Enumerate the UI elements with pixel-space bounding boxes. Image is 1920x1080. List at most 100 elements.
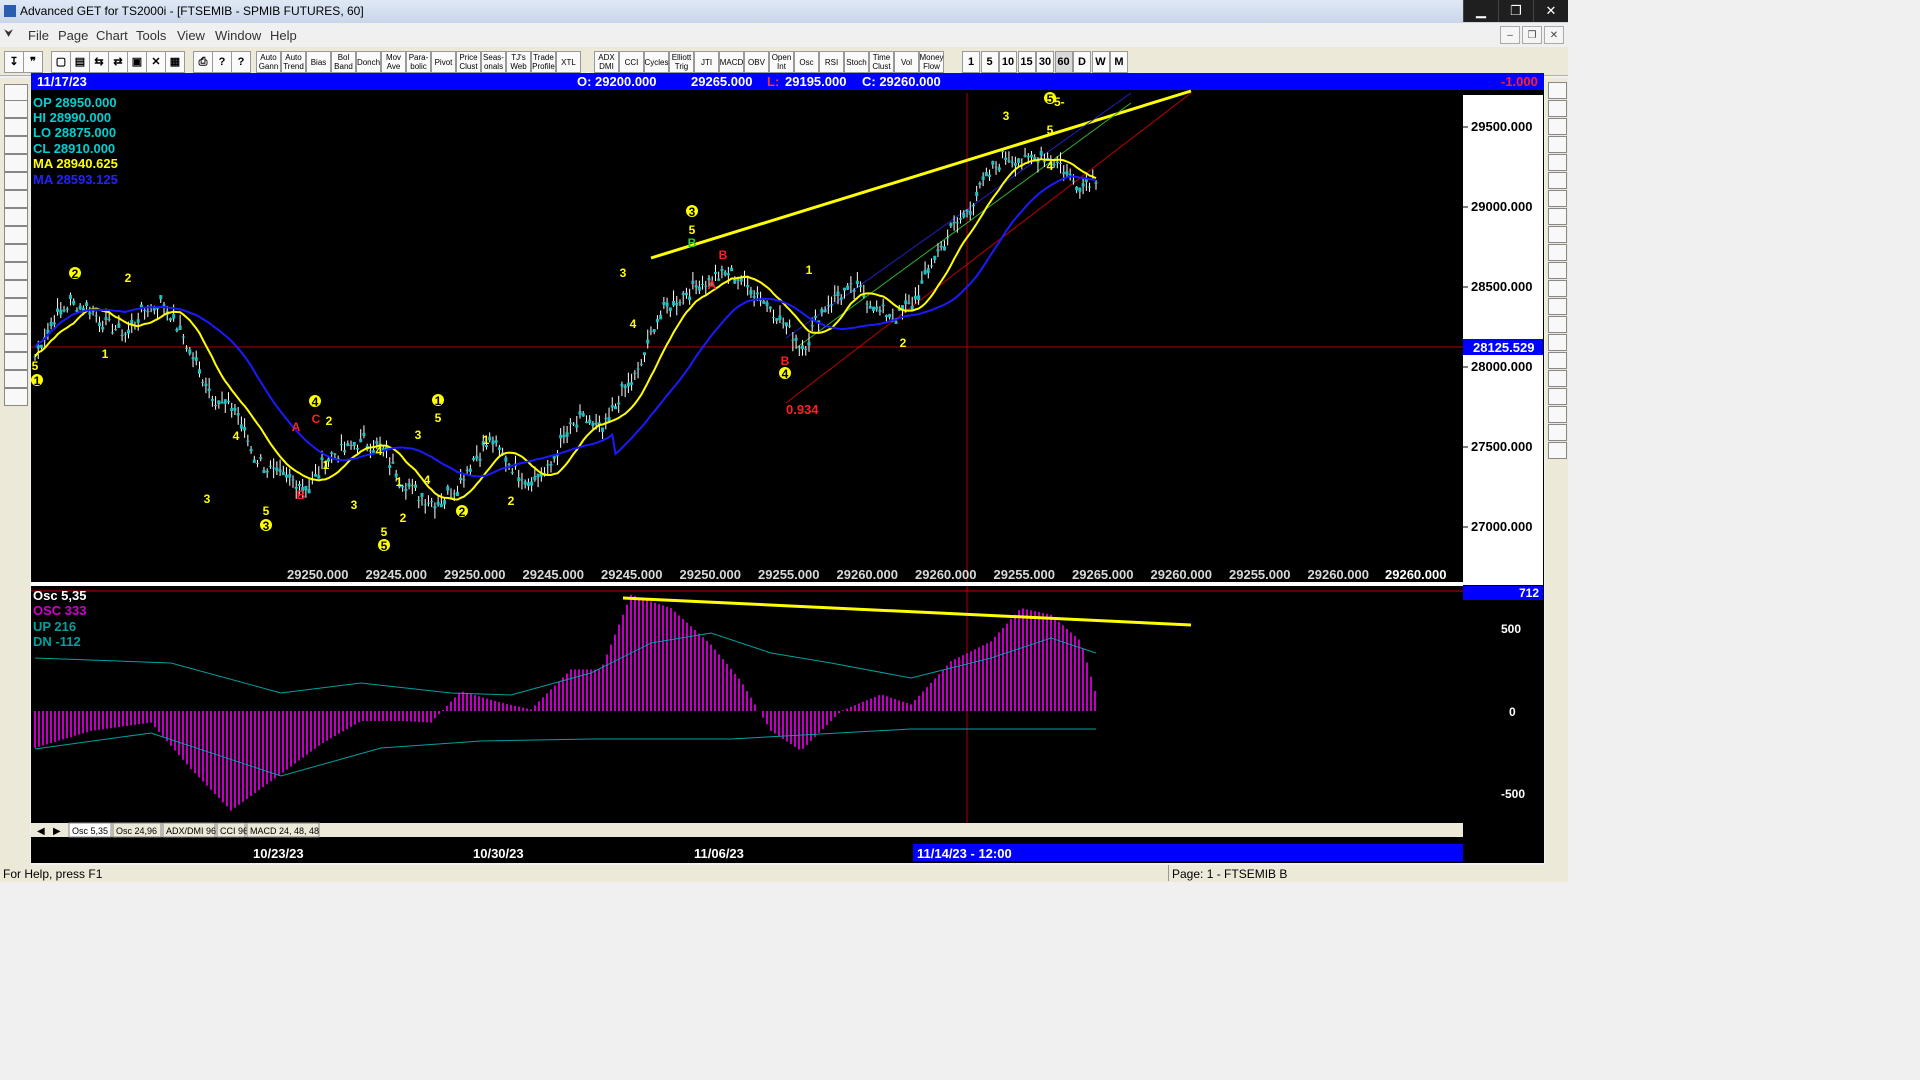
- study-button[interactable]: Elliott Trig: [669, 51, 694, 73]
- tool-button[interactable]: [1548, 424, 1567, 441]
- tab[interactable]: [216, 822, 246, 838]
- drawing-tool-button[interactable]: [4, 352, 28, 370]
- drawing-tool-button[interactable]: [4, 154, 28, 172]
- tool-button[interactable]: [1548, 442, 1567, 459]
- tool-button[interactable]: [1548, 262, 1567, 279]
- channel-line-green[interactable]: [795, 102, 1132, 349]
- grid-icon[interactable]: ▦: [165, 51, 185, 73]
- study-button[interactable]: Bol Band: [331, 51, 356, 73]
- tab[interactable]: [246, 822, 320, 838]
- study-button[interactable]: TJ's Web: [506, 51, 531, 73]
- tool-button[interactable]: [1548, 82, 1567, 99]
- drawing-tool-button[interactable]: [4, 190, 28, 208]
- study-button[interactable]: CCI: [619, 51, 644, 73]
- context-help-icon[interactable]: ?: [231, 51, 251, 73]
- study-button[interactable]: Mov Ave: [381, 51, 406, 73]
- tool-button[interactable]: [1548, 352, 1567, 369]
- tool-button[interactable]: [1548, 226, 1567, 243]
- study-button[interactable]: JTI: [694, 51, 719, 73]
- menu-view[interactable]: View: [177, 28, 205, 43]
- study-button[interactable]: MACD: [719, 51, 744, 73]
- tool-button[interactable]: [1548, 244, 1567, 261]
- tool-button[interactable]: [1548, 334, 1567, 351]
- study-button[interactable]: RSI: [819, 51, 844, 73]
- study-button[interactable]: Trade Profile: [531, 51, 556, 73]
- study-button[interactable]: Seas- onals: [481, 51, 506, 73]
- delete-icon[interactable]: ✕: [146, 51, 166, 73]
- print-icon[interactable]: ⎙: [193, 51, 213, 73]
- study-button[interactable]: Donch: [356, 51, 381, 73]
- drawing-tool-button[interactable]: [4, 244, 28, 262]
- study-button[interactable]: Money Flow: [919, 51, 944, 73]
- new-page-icon[interactable]: ▢: [51, 51, 71, 73]
- mdi-restore-button[interactable]: ❐: [1522, 26, 1542, 44]
- tab-scroll-left[interactable]: ◀: [37, 826, 45, 837]
- interval-button[interactable]: D: [1073, 51, 1091, 73]
- zoom-icon[interactable]: ▣: [127, 51, 147, 73]
- drawing-tool-button[interactable]: [4, 100, 28, 118]
- mdi-minimize-button[interactable]: –: [1500, 26, 1520, 44]
- tool-button[interactable]: [1548, 388, 1567, 405]
- tab[interactable]: [68, 822, 112, 838]
- study-button[interactable]: Stoch: [844, 51, 869, 73]
- open-icon[interactable]: ▤: [70, 51, 90, 73]
- study-button[interactable]: Bias: [306, 51, 331, 73]
- tool-button[interactable]: [1548, 370, 1567, 387]
- osc-divergence-line[interactable]: [622, 596, 1192, 627]
- study-button[interactable]: XTL: [556, 51, 581, 73]
- tool-button[interactable]: [1548, 100, 1567, 117]
- interval-button[interactable]: 1: [962, 51, 980, 73]
- quote-icon[interactable]: ❞: [23, 51, 43, 73]
- tool-button[interactable]: [1548, 118, 1567, 135]
- drawing-tool-button[interactable]: [4, 388, 28, 406]
- interval-button[interactable]: 30: [1036, 51, 1054, 73]
- study-button[interactable]: Cycles: [644, 51, 669, 73]
- osc-axis[interactable]: [1463, 588, 1543, 823]
- pin-icon[interactable]: ↧: [4, 51, 24, 73]
- drawing-tool-button[interactable]: [4, 208, 28, 226]
- chart-canvas[interactable]: 11/17/23 O: 29200.000 29265.000 L: 29195…: [30, 73, 1544, 863]
- drawing-tool-button[interactable]: [4, 280, 28, 298]
- drawing-tool-button[interactable]: [4, 334, 28, 352]
- drawing-tool-button[interactable]: [4, 262, 28, 280]
- interval-button[interactable]: W: [1091, 51, 1110, 73]
- study-button[interactable]: Auto Trend: [281, 51, 306, 73]
- study-button[interactable]: ADX DMI: [594, 51, 619, 73]
- menu-help[interactable]: Help: [270, 28, 297, 43]
- tool-button[interactable]: [1548, 154, 1567, 171]
- drawing-tool-button[interactable]: [4, 172, 28, 190]
- study-button[interactable]: OBV: [744, 51, 769, 73]
- tool-button[interactable]: [1548, 136, 1567, 153]
- menu-file[interactable]: File: [28, 28, 49, 43]
- scroll2-icon[interactable]: ⇄: [108, 51, 128, 73]
- study-button[interactable]: Auto Gann: [256, 51, 281, 73]
- drawing-tool-button[interactable]: [4, 118, 28, 136]
- menu-window[interactable]: Window: [215, 28, 262, 43]
- interval-button[interactable]: 15: [1017, 51, 1036, 73]
- menu-tools[interactable]: Tools: [136, 28, 167, 43]
- drawing-tool-button[interactable]: [4, 316, 28, 334]
- tool-button[interactable]: [1548, 172, 1567, 189]
- tool-button[interactable]: [1548, 190, 1567, 207]
- study-button[interactable]: Pivot: [431, 51, 456, 73]
- mdi-close-button[interactable]: ✕: [1544, 26, 1564, 44]
- upper-trendline[interactable]: [650, 89, 1192, 260]
- interval-button[interactable]: M: [1110, 51, 1128, 73]
- tool-button[interactable]: [1548, 208, 1567, 225]
- tool-button[interactable]: [1548, 298, 1567, 315]
- study-button[interactable]: Vol: [894, 51, 919, 73]
- channel-line-blue[interactable]: [785, 92, 1132, 339]
- tab-scroll-right[interactable]: ▶: [53, 826, 61, 837]
- tab[interactable]: [112, 822, 162, 838]
- scroll-icon[interactable]: ⇆: [89, 51, 109, 73]
- minimize-button[interactable]: ▁: [1463, 0, 1498, 22]
- interval-button[interactable]: 10: [999, 51, 1017, 73]
- menu-chart[interactable]: Chart: [96, 28, 128, 43]
- interval-button[interactable]: 5: [980, 51, 999, 73]
- interval-button[interactable]: 60: [1054, 51, 1073, 73]
- doc-icon[interactable]: ⮟: [4, 28, 14, 40]
- study-button[interactable]: Time Clust: [869, 51, 894, 73]
- study-button[interactable]: Open Int: [769, 51, 794, 73]
- drawing-tool-button[interactable]: [4, 136, 28, 154]
- lower-channel-line[interactable]: [785, 92, 1192, 404]
